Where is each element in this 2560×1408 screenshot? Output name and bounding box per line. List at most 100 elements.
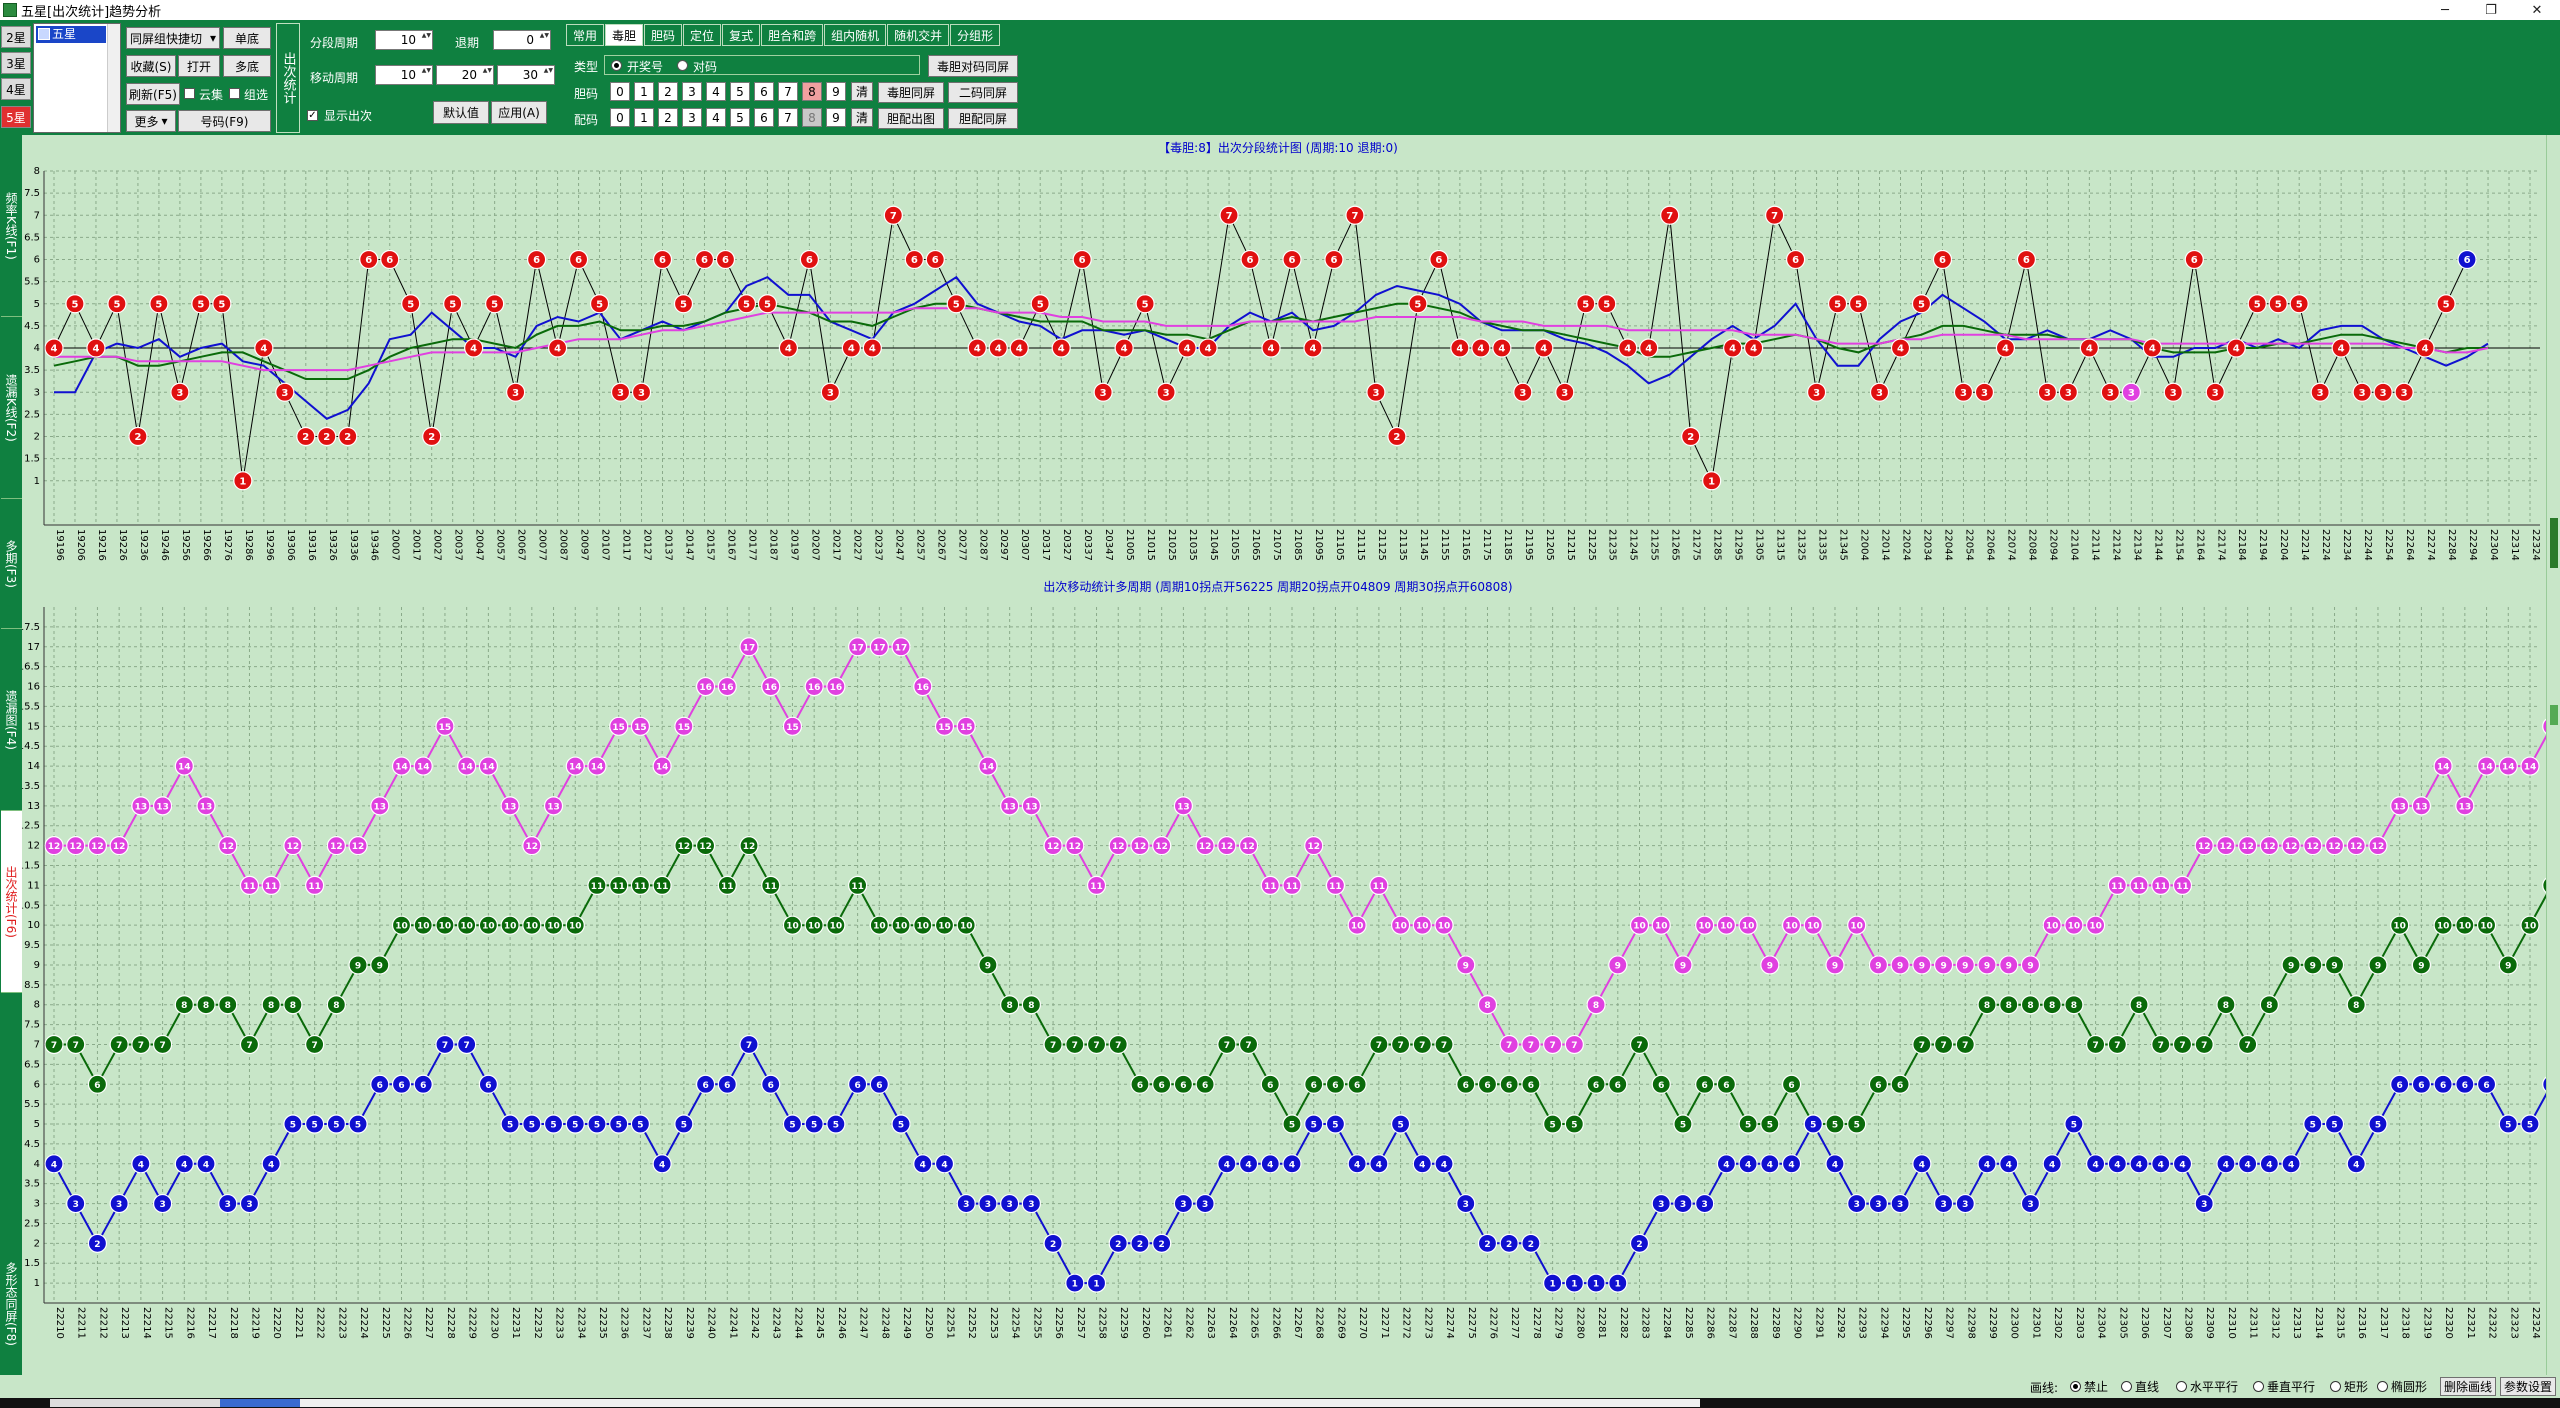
y-tick-label: 2.5 bbox=[24, 1218, 40, 1229]
group-checkbox[interactable] bbox=[229, 88, 240, 99]
multi-button[interactable]: 多底 bbox=[223, 55, 271, 77]
move-period-spinner-2[interactable]: 20 bbox=[436, 65, 494, 85]
screen-combo[interactable]: 同屏组快捷切 ▾ bbox=[126, 27, 220, 49]
sidebar-tab-freq-kline[interactable]: 频率K线(F1) bbox=[1, 135, 22, 317]
peiRow-digit-0[interactable]: 0 bbox=[610, 108, 630, 127]
chart-canvas[interactable]: 【毒胆:8】出次分段统计图 (周期:10 退期:0) 出次移动统计多周期 (周期… bbox=[18, 135, 2560, 1397]
tab-group-random[interactable]: 组内随机 bbox=[824, 24, 887, 46]
code-button[interactable]: 号码(F9) bbox=[178, 110, 271, 132]
curve-option-hparallel[interactable]: 水平平行 bbox=[2176, 1378, 2238, 1395]
lottery-listbox[interactable]: 五星 bbox=[33, 23, 121, 133]
danRow-digit-6[interactable]: 6 bbox=[754, 82, 774, 101]
x-tick-label: 22253 bbox=[988, 1307, 999, 1339]
nav-2star[interactable]: 2星 bbox=[1, 26, 31, 48]
y-tick-label: 15 bbox=[27, 721, 40, 732]
data-label: 5 bbox=[1397, 1121, 1403, 1131]
radio-open-number[interactable] bbox=[611, 60, 622, 71]
erase-lines-button[interactable]: 删除画线 bbox=[2440, 1377, 2496, 1396]
tab-sum-span[interactable]: 胆合和跨 bbox=[761, 24, 824, 46]
data-point bbox=[715, 249, 736, 270]
minimize-button[interactable]: ─ bbox=[2441, 2, 2449, 18]
right-scrollbar[interactable] bbox=[2546, 135, 2560, 1397]
restore-button[interactable]: ❐ bbox=[2485, 2, 2497, 18]
move-period-spinner-3[interactable]: 30 bbox=[497, 65, 555, 85]
peiRow-digit-5[interactable]: 5 bbox=[730, 108, 750, 127]
nav-3star[interactable]: 3星 bbox=[1, 52, 31, 74]
danRow-digit-5[interactable]: 5 bbox=[730, 82, 750, 101]
peiRow-digit-4[interactable]: 4 bbox=[706, 108, 726, 127]
more-button[interactable]: 更多 ▾ bbox=[126, 110, 176, 132]
show-count-checkbox[interactable]: ✓ bbox=[307, 110, 318, 121]
danRow-digit-9[interactable]: 9 bbox=[826, 82, 846, 101]
peiRow-digit-6[interactable]: 6 bbox=[754, 108, 774, 127]
data-point bbox=[2121, 382, 2141, 402]
sidebar-tab-multi[interactable]: 多期(F3) bbox=[1, 499, 22, 629]
x-tick-label: 21215 bbox=[1565, 529, 1576, 561]
tab-random-merge[interactable]: 随机交并 bbox=[887, 24, 950, 46]
dup-checkbox[interactable] bbox=[184, 88, 195, 99]
data-point bbox=[2216, 836, 2236, 856]
collect-button[interactable]: 收藏(S) bbox=[126, 55, 176, 77]
curve-option-ellipse[interactable]: 椭圆形 bbox=[2377, 1378, 2427, 1395]
two-code-screen-button[interactable]: 二码同屏 bbox=[948, 82, 1018, 103]
dan-screen-button[interactable]: 毒胆同屏 bbox=[878, 82, 944, 103]
close-button[interactable]: ✕ bbox=[2531, 2, 2543, 18]
sidebar-tab-multi-shape[interactable]: 多形态同屏(F8) bbox=[1, 1211, 22, 1397]
data-label: 6 bbox=[1702, 1081, 1708, 1091]
data-label: 12 bbox=[2285, 842, 2298, 852]
danRow-digit-7[interactable]: 7 bbox=[778, 82, 798, 101]
curve-option-line[interactable]: 直线 bbox=[2121, 1378, 2159, 1395]
peiRow-digit-3[interactable]: 3 bbox=[682, 108, 702, 127]
curve-option-none[interactable]: 禁止 bbox=[2070, 1378, 2108, 1395]
default-button[interactable]: 默认值 bbox=[433, 101, 489, 124]
danRow-digit-1[interactable]: 1 bbox=[634, 82, 654, 101]
scroll-thumb[interactable] bbox=[2550, 518, 2558, 568]
back-spinner[interactable]: 0 bbox=[493, 30, 551, 50]
listbox-scrollbar[interactable] bbox=[107, 24, 120, 132]
stat-tab[interactable]: 出次统计 bbox=[276, 23, 300, 133]
pair-screen-button[interactable]: 毒胆对码同屏 bbox=[928, 55, 1018, 77]
data-point bbox=[1744, 338, 1764, 358]
tab-dan[interactable]: 胆码 bbox=[644, 24, 683, 46]
peima-clear-button[interactable]: 清 bbox=[851, 108, 873, 127]
danRow-digit-2[interactable]: 2 bbox=[658, 82, 678, 101]
curve-option-vparallel[interactable]: 垂直平行 bbox=[2253, 1378, 2315, 1395]
tab-position[interactable]: 定位 bbox=[683, 24, 722, 46]
peiRow-digit-7[interactable]: 7 bbox=[778, 108, 798, 127]
sidebar-tab-miss-kline[interactable]: 遗漏K线(F2) bbox=[1, 317, 22, 499]
tab-poison[interactable]: 毒胆 bbox=[605, 24, 644, 46]
data-label: 15 bbox=[678, 723, 691, 733]
dan-out-button[interactable]: 胆配出图 bbox=[878, 108, 944, 129]
sidebar-tab-count-stat[interactable]: 出次统计(F6) bbox=[1, 811, 22, 993]
settings-button[interactable]: 参数设置 bbox=[2500, 1377, 2556, 1396]
move-period-spinner-1[interactable]: 10 bbox=[375, 65, 433, 85]
data-point bbox=[2086, 915, 2106, 935]
danRow-digit-0[interactable]: 0 bbox=[610, 82, 630, 101]
curve-option-rect[interactable]: 矩形 bbox=[2330, 1378, 2368, 1395]
tab-group-shape[interactable]: 分组形 bbox=[950, 24, 1001, 46]
listbox-selected-item[interactable]: 五星 bbox=[36, 26, 106, 43]
danma-clear-button[interactable]: 清 bbox=[851, 82, 873, 101]
pei-screen-button[interactable]: 胆配同屏 bbox=[948, 108, 1018, 129]
peiRow-digit-9[interactable]: 9 bbox=[826, 108, 846, 127]
apply-button[interactable]: 应用(A) bbox=[491, 101, 547, 124]
x-tick-label: 22264 bbox=[2404, 529, 2415, 561]
danRow-digit-4[interactable]: 4 bbox=[706, 82, 726, 101]
scroll-thumb-2[interactable] bbox=[2550, 705, 2558, 725]
sidebar-tab-miss-chart[interactable]: 遗漏图(F4) bbox=[1, 629, 22, 811]
refresh-button[interactable]: 刷新(F5) bbox=[126, 83, 180, 105]
tab-common[interactable]: 常用 bbox=[566, 24, 605, 46]
peiRow-digit-1[interactable]: 1 bbox=[634, 108, 654, 127]
peiRow-digit-2[interactable]: 2 bbox=[658, 108, 678, 127]
danRow-digit-8[interactable]: 8 bbox=[802, 82, 822, 101]
tab-compound[interactable]: 复式 bbox=[722, 24, 761, 46]
open-button[interactable]: 打开 bbox=[178, 55, 220, 77]
nav-4star[interactable]: 4星 bbox=[1, 78, 31, 100]
seg-period-spinner[interactable]: 10 bbox=[375, 30, 433, 50]
single-button[interactable]: 单底 bbox=[223, 27, 271, 49]
x-tick-label: 22279 bbox=[1553, 1307, 1564, 1339]
peiRow-digit-8[interactable]: 8 bbox=[802, 108, 822, 127]
nav-5star[interactable]: 5星 bbox=[1, 106, 31, 128]
radio-pair-code[interactable] bbox=[677, 60, 688, 71]
danRow-digit-3[interactable]: 3 bbox=[682, 82, 702, 101]
